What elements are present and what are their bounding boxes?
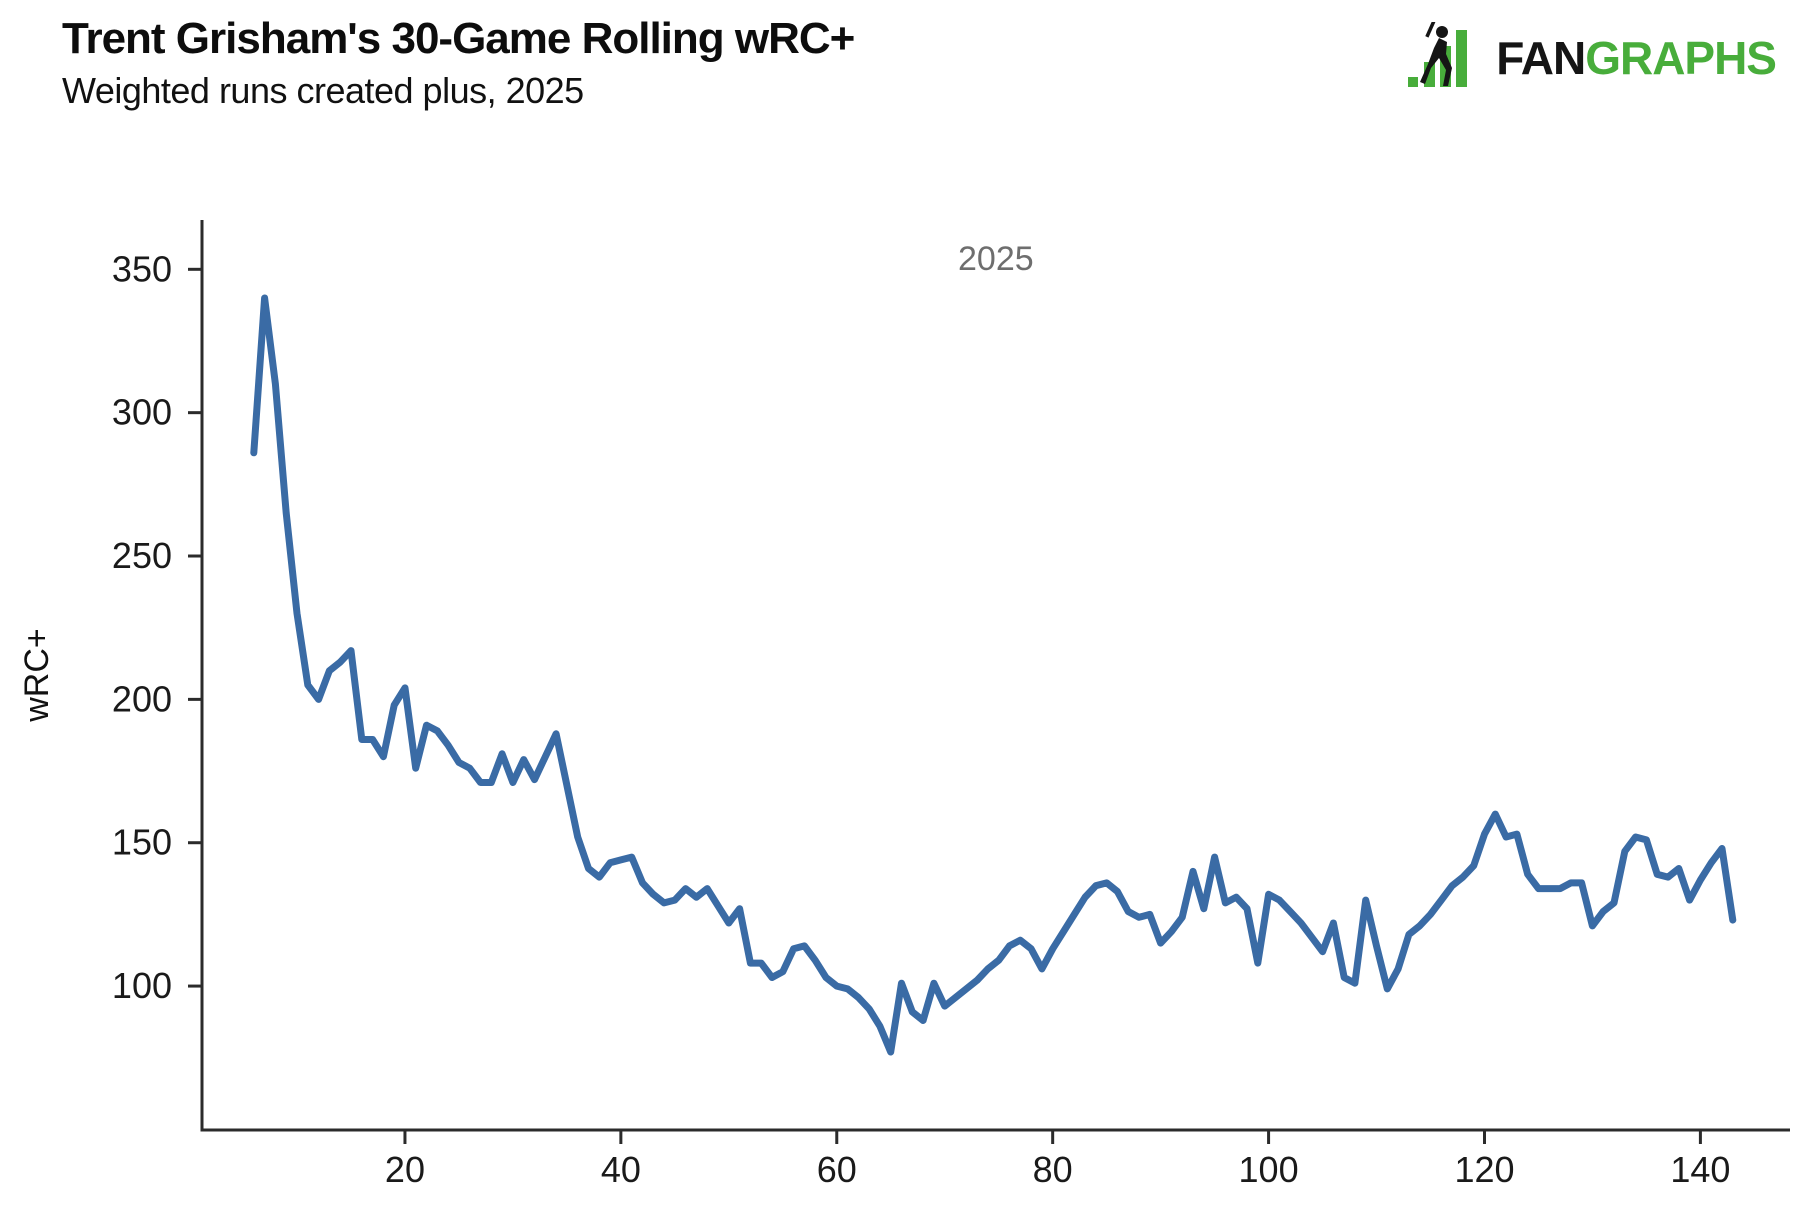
x-tick-label: 20	[385, 1149, 425, 1190]
x-tick-label: 80	[1033, 1149, 1073, 1190]
x-tick-label: 40	[601, 1149, 641, 1190]
y-tick-label: 150	[112, 822, 172, 863]
y-tick-label: 200	[112, 678, 172, 719]
wrc-series-line	[250, 294, 1737, 1056]
y-tick-label: 250	[112, 535, 172, 576]
series-label-2025: 2025	[958, 240, 1034, 278]
y-axis-title: wRC+	[18, 628, 56, 723]
x-tick-label: 60	[817, 1149, 857, 1190]
x-tick-label: 100	[1239, 1149, 1299, 1190]
y-tick-label: 350	[112, 248, 172, 289]
chart-title: Trent Grisham's 30-Game Rolling wRC+	[62, 14, 855, 63]
y-tick-label: 300	[112, 392, 172, 433]
logo-graphs: GRAPHS	[1585, 31, 1777, 84]
fangraphs-batter-bars-icon	[1406, 17, 1492, 93]
x-tick-label: 120	[1454, 1149, 1514, 1190]
chart-subtitle: Weighted runs created plus, 2025	[62, 70, 584, 111]
fangraphs-wordmark: FANGRAPHS	[1496, 31, 1777, 85]
x-tick-label: 140	[1670, 1149, 1730, 1190]
logo-fan: FAN	[1496, 31, 1586, 84]
fangraphs-logo: FANGRAPHS	[1406, 17, 1777, 93]
y-tick-label: 100	[112, 965, 172, 1006]
